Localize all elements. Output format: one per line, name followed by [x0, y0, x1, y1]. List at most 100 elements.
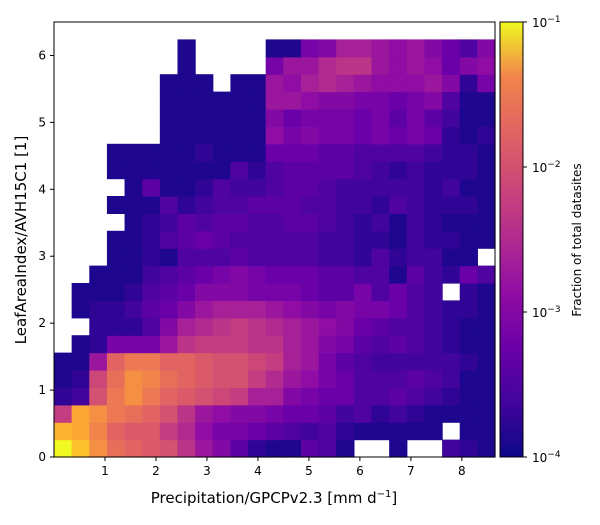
heatmap-cell: [336, 230, 355, 249]
heatmap-cell: [283, 56, 302, 75]
heatmap-cell: [318, 230, 337, 249]
heatmap-cell: [371, 317, 390, 336]
heatmap-cell: [230, 248, 249, 267]
heatmap-cell: [300, 335, 320, 354]
heatmap-cell: [353, 317, 373, 336]
heatmap-cell: [477, 387, 496, 406]
heatmap-cell: [389, 196, 408, 214]
heatmap-cell: [142, 265, 161, 284]
heatmap-cell: [477, 126, 496, 145]
heatmap-cell: [477, 109, 496, 127]
y-axis-label: LeafAreaIndex/AVH15C1 [1]: [12, 136, 30, 345]
heatmap-cell: [212, 300, 231, 319]
heatmap-cell: [371, 91, 390, 110]
heatmap-cell: [406, 283, 426, 301]
heatmap-cell: [353, 387, 373, 406]
heatmap-cell: [177, 91, 196, 110]
heatmap-cell: [212, 422, 231, 441]
heatmap-cell: [318, 335, 337, 354]
x-axis-label: Precipitation/GPCPv2.3 [mm d−1]: [151, 489, 397, 507]
colorbar-ticks: 10−4 10−3 10−2 10−1: [523, 15, 561, 465]
heatmap-cell: [248, 370, 267, 388]
heatmap-cell: [389, 387, 408, 406]
heatmap-cell: [195, 404, 214, 423]
heatmap-cell: [283, 248, 302, 267]
heatmap-cell: [71, 352, 90, 371]
heatmap-cell: [371, 178, 390, 197]
heatmap-cell: [212, 283, 231, 301]
heatmap-cell: [177, 74, 196, 93]
heatmap-cell: [371, 109, 390, 127]
heatmap-cell: [442, 335, 461, 354]
heatmap-cell: [265, 283, 284, 301]
heatmap-cell: [353, 143, 373, 162]
heatmap-cell: [336, 56, 355, 75]
heatmap-cell: [89, 283, 108, 301]
heatmap-cell: [353, 196, 373, 214]
heatmap-cell: [300, 213, 320, 232]
heatmap-cell: [124, 196, 143, 214]
heatmap-cell: [477, 196, 496, 214]
heatmap-cell: [230, 109, 249, 127]
heatmap-cell: [442, 317, 461, 336]
heatmap-cell: [159, 161, 179, 180]
heatmap-cell: [318, 387, 337, 406]
heatmap-cell: [300, 387, 320, 406]
heatmap-cell: [477, 265, 496, 284]
heatmap-cell: [230, 161, 249, 180]
heatmap-cell: [353, 56, 373, 75]
heatmap-cell: [459, 213, 478, 232]
heatmap-cell: [300, 283, 320, 301]
colorbar-tick-label: 10−2: [532, 160, 561, 175]
heatmap-cell: [353, 422, 373, 441]
heatmap-cell: [300, 422, 320, 441]
heatmap-cell: [318, 265, 337, 284]
heatmap-cell: [389, 126, 408, 145]
heatmap-cell: [336, 143, 355, 162]
heatmap-cell: [389, 109, 408, 127]
heatmap-cell: [300, 370, 320, 388]
heatmap-cell: [459, 74, 478, 93]
heatmap-cell: [71, 422, 90, 441]
heatmap-cell: [71, 404, 90, 423]
heatmap-cell: [230, 404, 249, 423]
heatmap-cell: [477, 283, 496, 301]
heatmap-cell: [230, 196, 249, 214]
heatmap-cell: [230, 230, 249, 249]
heatmap-cell: [336, 422, 355, 441]
heatmap-cell: [389, 74, 408, 93]
heatmap-cell: [124, 439, 143, 458]
heatmap-cell: [89, 352, 108, 371]
heatmap-cell: [212, 143, 231, 162]
heatmap-cell: [142, 213, 161, 232]
heatmap-cell: [300, 91, 320, 110]
heatmap-cell: [248, 265, 267, 284]
heatmap-cell: [106, 161, 126, 180]
heatmap-cell: [389, 370, 408, 388]
y-tick-label: 2: [38, 316, 46, 330]
heatmap-cell: [371, 213, 390, 232]
heatmap-cell: [336, 300, 355, 319]
heatmap-cell: [336, 370, 355, 388]
heatmap-cell: [318, 352, 337, 371]
heatmap-cell: [124, 387, 143, 406]
x-tick-label: 2: [152, 464, 160, 478]
heatmap-cell: [353, 283, 373, 301]
heatmap-cell: [336, 387, 355, 406]
colorbar: [499, 21, 524, 458]
heatmap-cell: [406, 178, 426, 197]
heatmap-cell: [389, 265, 408, 284]
heatmap-cell: [424, 248, 443, 267]
heatmap-cell: [230, 283, 249, 301]
heatmap-cell: [459, 178, 478, 197]
heatmap-cell: [177, 422, 196, 441]
heatmap-cell: [124, 161, 143, 180]
heatmap-cell: [230, 178, 249, 197]
heatmap-cell: [477, 178, 496, 197]
heatmap-cell: [159, 213, 179, 232]
heatmap-cell: [106, 265, 126, 284]
heatmap-cell: [159, 109, 179, 127]
heatmap-cell: [477, 161, 496, 180]
heatmap-cell: [195, 230, 214, 249]
heatmap-cell: [283, 109, 302, 127]
